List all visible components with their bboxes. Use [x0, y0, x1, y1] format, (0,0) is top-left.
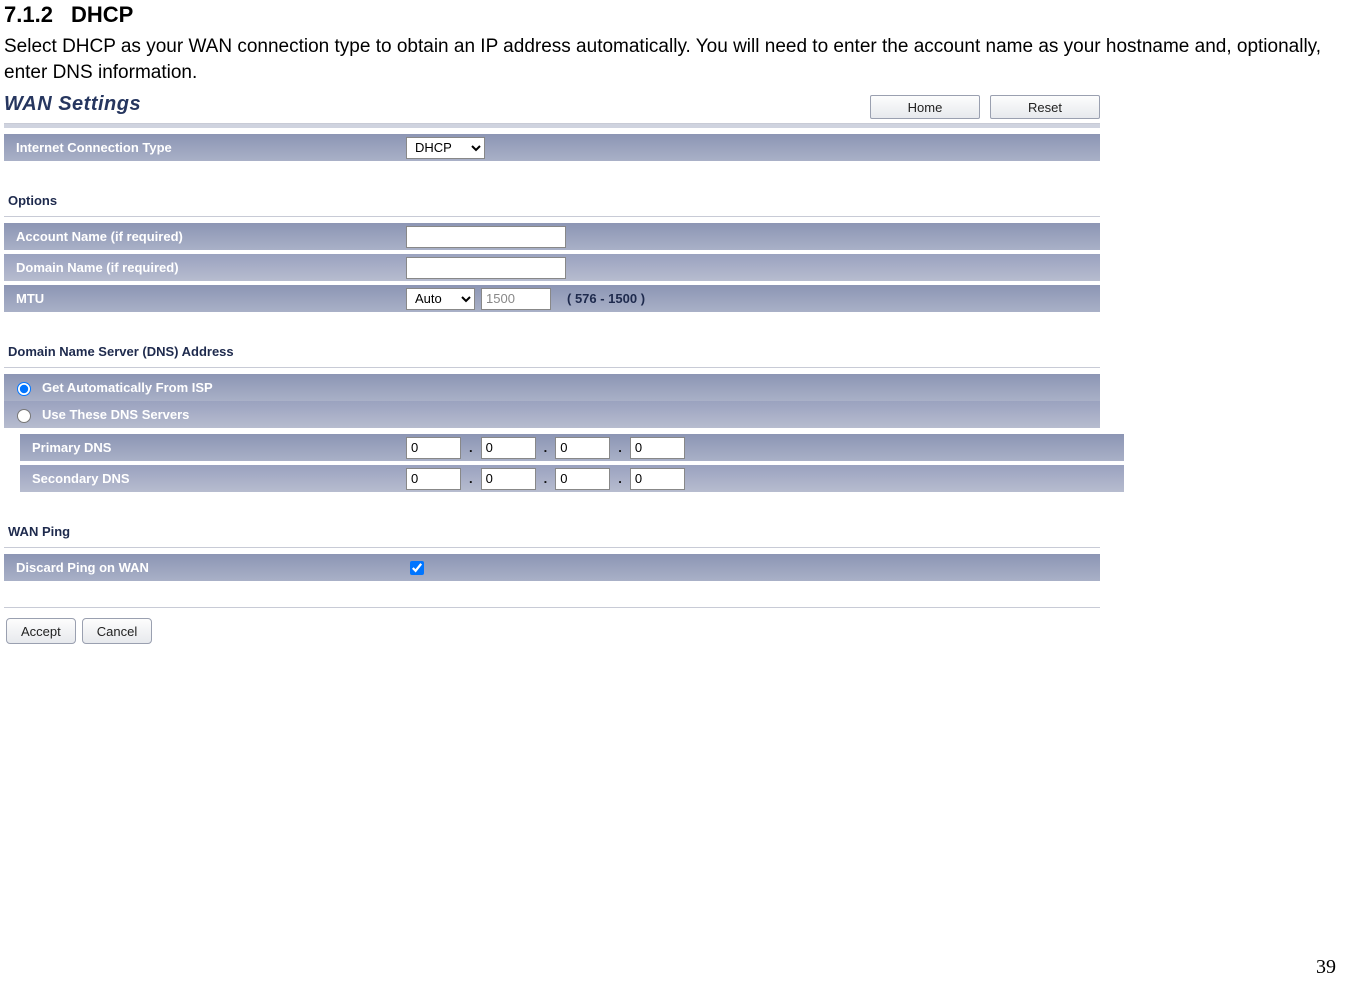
secondary-dns-oct1[interactable] [406, 468, 461, 490]
row-account-name: Account Name (if required) [4, 223, 1100, 250]
primary-dns-label: Primary DNS [32, 440, 406, 455]
mtu-mode-select[interactable]: Auto [406, 288, 475, 310]
row-secondary-dns: Secondary DNS . . . [20, 465, 1124, 492]
wan-ping-subhead: WAN Ping [4, 492, 1100, 545]
secondary-dns-label: Secondary DNS [32, 471, 406, 486]
accept-button[interactable]: Accept [6, 618, 76, 644]
secondary-dns-oct4[interactable] [630, 468, 685, 490]
mtu-label: MTU [16, 291, 406, 306]
discard-ping-label: Discard Ping on WAN [16, 560, 406, 575]
domain-name-label: Domain Name (if required) [16, 260, 406, 275]
row-domain-name: Domain Name (if required) [4, 254, 1100, 281]
row-mtu: MTU Auto ( 576 - 1500 ) [4, 285, 1100, 312]
dns-manual-radio[interactable] [17, 409, 31, 423]
section-heading: 7.1.2 DHCP [4, 2, 1342, 28]
divider [4, 547, 1100, 548]
dns-subhead: Domain Name Server (DNS) Address [4, 312, 1100, 365]
mtu-range-hint: ( 576 - 1500 ) [557, 291, 645, 306]
reset-button[interactable]: Reset [990, 95, 1100, 119]
page-number: 39 [1316, 956, 1336, 979]
secondary-dns-oct2[interactable] [481, 468, 536, 490]
connection-type-label: Internet Connection Type [16, 140, 406, 155]
mtu-value-input [481, 288, 551, 310]
dns-auto-radio[interactable] [17, 382, 31, 396]
dns-manual-label: Use These DNS Servers [42, 407, 189, 422]
primary-dns-oct3[interactable] [555, 437, 610, 459]
panel-title: WAN Settings [4, 93, 141, 116]
secondary-dns-oct3[interactable] [555, 468, 610, 490]
wan-settings-panel: WAN Settings Home Reset Internet Connect… [4, 93, 1100, 644]
discard-ping-checkbox[interactable] [410, 561, 424, 575]
row-connection-type: Internet Connection Type DHCP [4, 134, 1100, 161]
divider [4, 367, 1100, 368]
dot-icon: . [542, 471, 550, 486]
dot-icon: . [467, 471, 475, 486]
row-primary-dns: Primary DNS . . . [20, 434, 1124, 461]
section-title: DHCP [71, 2, 133, 27]
connection-type-select[interactable]: DHCP [406, 137, 485, 159]
dot-icon: . [616, 440, 624, 455]
home-button[interactable]: Home [870, 95, 980, 119]
row-dns-manual[interactable]: Use These DNS Servers [4, 401, 1100, 428]
account-name-input[interactable] [406, 226, 566, 248]
dot-icon: . [467, 440, 475, 455]
primary-dns-oct1[interactable] [406, 437, 461, 459]
row-dns-auto[interactable]: Get Automatically From ISP [4, 374, 1100, 401]
row-discard-ping: Discard Ping on WAN [4, 554, 1100, 581]
dot-icon: . [616, 471, 624, 486]
cancel-button[interactable]: Cancel [82, 618, 152, 644]
dns-auto-label: Get Automatically From ISP [42, 380, 213, 395]
section-number: 7.1.2 [4, 2, 53, 27]
intro-text: Select DHCP as your WAN connection type … [4, 34, 1342, 85]
primary-dns-oct4[interactable] [630, 437, 685, 459]
account-name-label: Account Name (if required) [16, 229, 406, 244]
primary-dns-oct2[interactable] [481, 437, 536, 459]
domain-name-input[interactable] [406, 257, 566, 279]
dot-icon: . [542, 440, 550, 455]
divider [4, 216, 1100, 217]
options-subhead: Options [4, 161, 1100, 214]
